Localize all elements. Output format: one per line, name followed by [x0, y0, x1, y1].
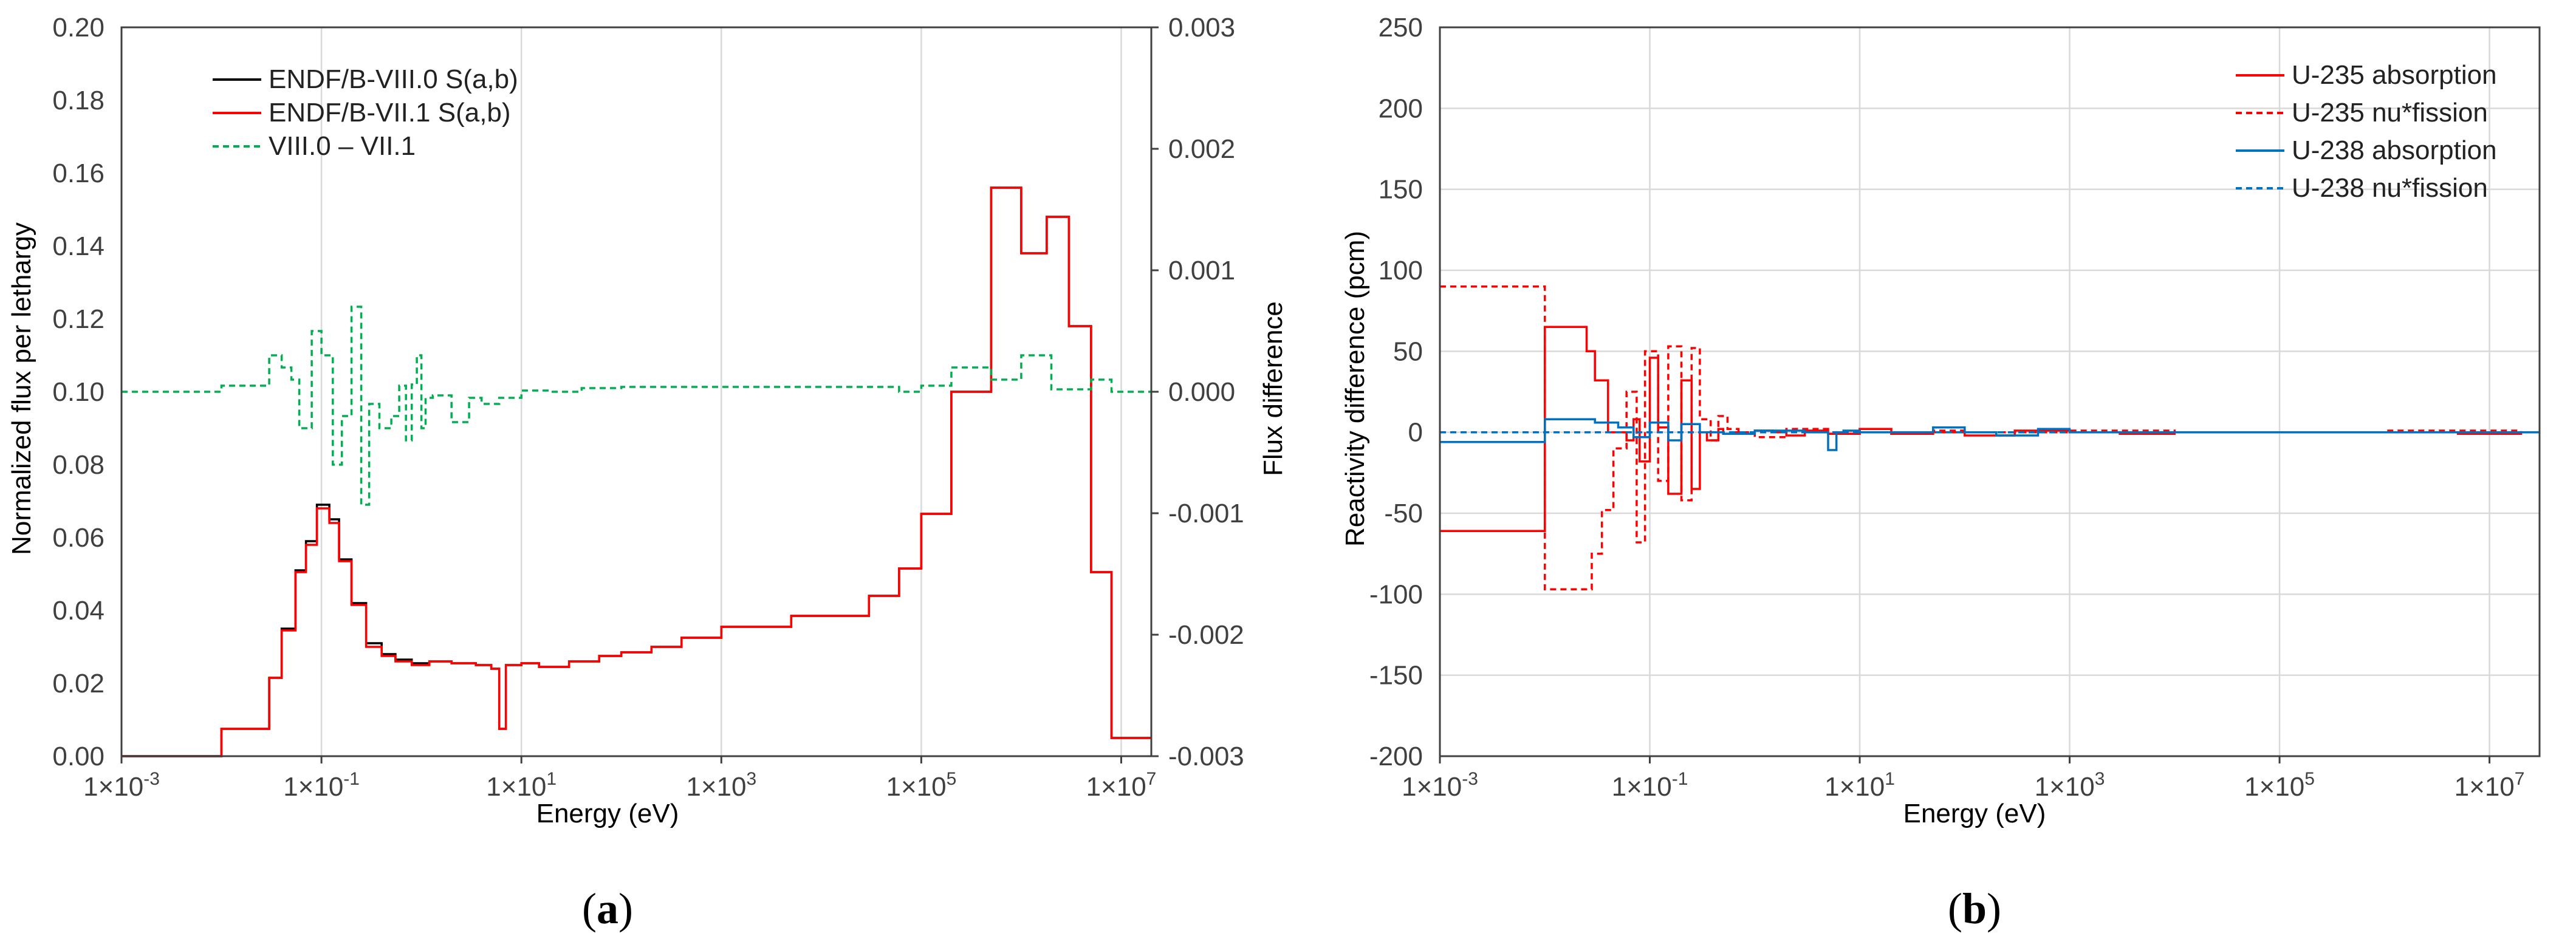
- panel-b-x-axis-title: Energy (eV): [1903, 799, 2046, 828]
- y-tick-label: 0.18: [52, 86, 104, 115]
- y2-tick-label: -0.001: [1168, 499, 1244, 528]
- panel-b-legend: U-235 absorption U-235 nu*fission U-238 ab…: [2236, 60, 2497, 203]
- panel-b-label: (b): [1948, 884, 2001, 933]
- panel-a-label: (a): [582, 884, 633, 933]
- y-tick-label: 0.04: [52, 596, 104, 626]
- panel-b-y-ticks: -200 -150 -100 -50 0 50 100 150 200 250: [1369, 13, 1423, 771]
- panel-b-chart: 1×10-3 1×10-1 1×101 1×103 1×105 1×107 -200 -15…: [1340, 13, 2541, 933]
- panel-a-x-ticks: 1×10-3 1×10-1 1×101 1×103 1×105 1×107: [83, 756, 1156, 802]
- y2-tick-label: 0.000: [1168, 377, 1235, 407]
- x-tick-label: 1×10-3: [1402, 769, 1478, 802]
- y-tick-label: 250: [1379, 13, 1423, 43]
- y-tick-label: 0.02: [52, 669, 104, 698]
- legend-label: U-235 absorption: [2292, 60, 2497, 90]
- legend-label: ENDF/B-VIII.0 S(a,b): [269, 64, 518, 94]
- x-tick-label: 1×101: [1824, 769, 1895, 802]
- y-tick-label: 50: [1393, 336, 1423, 366]
- panel-a-x-axis-title: Energy (eV): [536, 799, 679, 828]
- x-tick-label: 1×101: [486, 769, 557, 802]
- x-tick-label: 1×107: [2454, 769, 2525, 802]
- y-tick-label: -100: [1369, 579, 1423, 609]
- y-tick-label: 0.12: [52, 304, 104, 334]
- y2-tick-label: -0.003: [1168, 742, 1244, 771]
- panel-a-chart: 1×10-3 1×10-1 1×101 1×103 1×105 1×107 0.000.0…: [7, 13, 1288, 933]
- y2-tick-label: 0.001: [1168, 256, 1235, 285]
- legend-label: U-238 nu*fission: [2292, 173, 2488, 203]
- y2-tick-label: 0.003: [1168, 13, 1235, 43]
- x-tick-label: 1×105: [2244, 769, 2315, 802]
- x-tick-label: 1×103: [686, 769, 756, 802]
- legend-label: U-238 absorption: [2292, 135, 2497, 165]
- panel-a-y-ticks: 0.00 0.02 0.04 0.06 0.08 0.10 0.12 0.14 0.16 0.18…: [52, 13, 104, 771]
- panel-a-y-axis-title: Normalized flux per lethargy: [7, 222, 36, 555]
- y-tick-label: 200: [1379, 94, 1423, 123]
- legend-label: VIII.0 – VII.1: [269, 131, 416, 161]
- x-tick-label: 1×105: [886, 769, 956, 802]
- legend-label: U-235 nu*fission: [2292, 98, 2488, 128]
- y-tick-label: 0.06: [52, 523, 104, 553]
- series-line-2: [122, 306, 1151, 506]
- panel-b-grid: [1440, 27, 2540, 756]
- y-tick-label: 0: [1408, 418, 1423, 448]
- y-tick-label: 0.10: [52, 377, 104, 407]
- y-tick-label: 0.14: [52, 231, 104, 261]
- y-tick-label: -200: [1369, 742, 1423, 771]
- panel-b-y-axis-title: Reactivity difference (pcm): [1340, 231, 1370, 547]
- y-tick-label: 0.08: [52, 450, 104, 480]
- y-tick-label: 0.00: [52, 742, 104, 771]
- panel-a-legend: ENDF/B-VIII.0 S(a,b) ENDF/B-VII.1 S(a,b)V…: [213, 64, 518, 161]
- y-tick-label: -50: [1384, 499, 1423, 528]
- panel-b-plot-frame: [1439, 26, 2541, 757]
- x-tick-label: 1×10-3: [83, 769, 160, 802]
- x-tick-label: 1×107: [1086, 769, 1157, 802]
- y-tick-label: -150: [1369, 661, 1423, 691]
- y-tick-label: 0.20: [52, 13, 104, 43]
- x-tick-label: 1×10-1: [1612, 769, 1688, 802]
- y-tick-label: 0.16: [52, 159, 104, 188]
- x-tick-label: 1×103: [2035, 769, 2105, 802]
- y2-tick-label: -0.002: [1168, 620, 1244, 650]
- panel-a-series: [122, 186, 1151, 757]
- panel-b-series: [1440, 285, 2540, 591]
- panel-b-x-ticks: 1×10-3 1×10-1 1×101 1×103 1×105 1×107: [1402, 756, 2524, 802]
- y2-tick-label: 0.002: [1168, 134, 1235, 164]
- panel-a-y2-axis-title: Flux difference: [1258, 301, 1288, 476]
- legend-label: ENDF/B-VII.1 S(a,b): [269, 98, 511, 128]
- x-tick-label: 1×10-1: [283, 769, 360, 802]
- panel-a-y2-ticks: -0.003 -0.002 -0.001 0.000 0.001 0.002 0.003: [1151, 13, 1244, 771]
- y-tick-label: 150: [1379, 175, 1423, 205]
- series-line-1: [122, 186, 1151, 757]
- y-tick-label: 100: [1379, 256, 1423, 285]
